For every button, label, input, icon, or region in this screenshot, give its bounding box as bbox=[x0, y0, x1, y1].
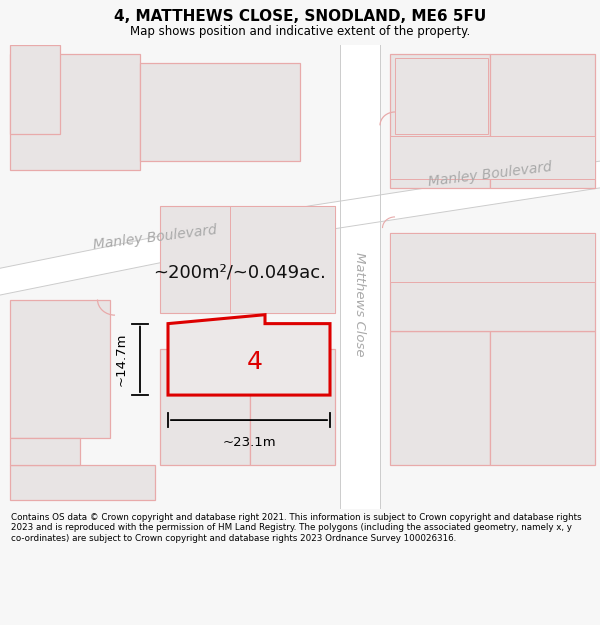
Polygon shape bbox=[390, 232, 595, 331]
Polygon shape bbox=[10, 438, 80, 465]
Polygon shape bbox=[340, 45, 380, 509]
Polygon shape bbox=[230, 206, 335, 313]
Polygon shape bbox=[160, 206, 335, 313]
Text: ~200m²/~0.049ac.: ~200m²/~0.049ac. bbox=[154, 264, 326, 282]
Text: Manley Boulevard: Manley Boulevard bbox=[92, 222, 218, 251]
Text: Map shows position and indicative extent of the property.: Map shows position and indicative extent… bbox=[130, 25, 470, 38]
Text: Matthews Close: Matthews Close bbox=[353, 252, 367, 356]
Polygon shape bbox=[10, 438, 70, 465]
Text: Contains OS data © Crown copyright and database right 2021. This information is : Contains OS data © Crown copyright and d… bbox=[11, 513, 581, 542]
Polygon shape bbox=[390, 136, 595, 179]
Polygon shape bbox=[490, 54, 595, 188]
Polygon shape bbox=[160, 349, 250, 465]
Polygon shape bbox=[168, 315, 330, 395]
Polygon shape bbox=[10, 465, 155, 501]
Polygon shape bbox=[490, 331, 595, 465]
Polygon shape bbox=[390, 331, 490, 465]
Polygon shape bbox=[140, 63, 300, 161]
Text: ~14.7m: ~14.7m bbox=[115, 332, 128, 386]
Text: 4, MATTHEWS CLOSE, SNODLAND, ME6 5FU: 4, MATTHEWS CLOSE, SNODLAND, ME6 5FU bbox=[114, 9, 486, 24]
Polygon shape bbox=[395, 58, 488, 134]
Polygon shape bbox=[10, 299, 110, 438]
Text: ~23.1m: ~23.1m bbox=[222, 436, 276, 449]
Polygon shape bbox=[250, 349, 335, 465]
Polygon shape bbox=[390, 54, 490, 188]
Polygon shape bbox=[310, 161, 600, 232]
Polygon shape bbox=[0, 206, 310, 295]
Polygon shape bbox=[390, 232, 595, 282]
Polygon shape bbox=[10, 45, 60, 134]
Text: Manley Boulevard: Manley Boulevard bbox=[427, 160, 553, 189]
Polygon shape bbox=[10, 54, 140, 170]
Text: 4: 4 bbox=[247, 350, 263, 374]
